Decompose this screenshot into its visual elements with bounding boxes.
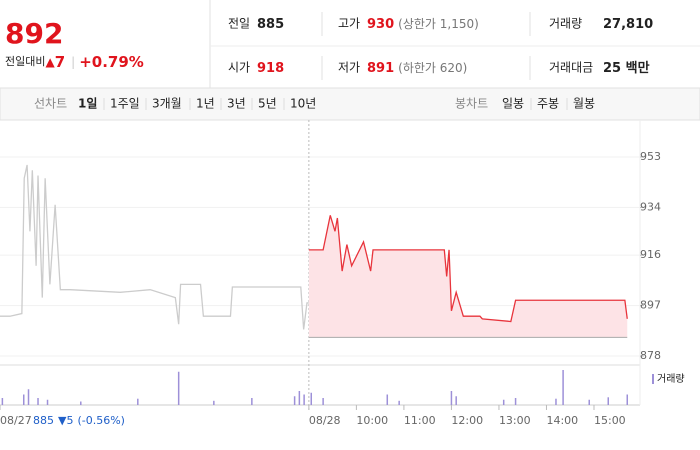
change-rate: +0.79% <box>79 53 144 71</box>
change: 7 <box>55 53 65 71</box>
x-tick-label: 13:00 <box>499 414 531 427</box>
stat-label: 저가 <box>338 61 360 75</box>
x-tick-label: 08/27 <box>0 414 32 427</box>
x-tick-label: 15:00 <box>594 414 626 427</box>
tab-group-label: 봉차트 <box>455 97 488 111</box>
line <box>308 215 628 323</box>
tab[interactable]: 3년 <box>227 97 246 111</box>
x-tick-label: 11:00 <box>404 414 436 427</box>
stat-value-text: 918 <box>257 61 284 76</box>
y-tick-label: 897 <box>640 299 661 312</box>
change-arrow: ▲ <box>45 55 55 69</box>
stat-label: 거래대금 <box>549 61 593 75</box>
stat-value-text: 891 <box>367 61 394 76</box>
price: 892 <box>5 17 63 50</box>
tab-group-label: 선차트 <box>34 97 67 111</box>
stat-value: 27,810 <box>603 17 653 32</box>
footer-rate: (-0.56%) <box>77 414 125 427</box>
stat-value: 25 백만 <box>603 60 650 76</box>
tab[interactable]: 1일 <box>78 97 97 111</box>
stat-label: 시가 <box>228 61 250 75</box>
y-tick-label: 916 <box>640 248 661 261</box>
stat-label: 고가 <box>338 17 360 31</box>
y-tick-label: 953 <box>640 150 661 163</box>
line <box>0 164 309 330</box>
stat-note: (하한가 620) <box>398 61 467 75</box>
x-tick-label: 08/28 <box>309 414 341 427</box>
change-label: 전일대비 <box>5 54 45 68</box>
tab[interactable]: 일봉 <box>502 97 524 111</box>
footer-price: 885 <box>33 414 54 427</box>
x-tick-label: 12:00 <box>451 414 483 427</box>
y-tick-label: 878 <box>640 349 661 362</box>
x-tick-label: 10:00 <box>356 414 388 427</box>
legend-swatch <box>652 374 654 384</box>
tab[interactable]: 5년 <box>258 97 277 111</box>
tab[interactable]: 주봉 <box>537 97 559 111</box>
stat-value-text: 930 <box>367 17 394 32</box>
stat-value: 930 (상한가 1,150) <box>367 17 479 32</box>
y-tick-label: 934 <box>640 200 661 213</box>
tab[interactable]: 10년 <box>290 97 316 111</box>
tab[interactable]: 월봉 <box>573 97 595 111</box>
tab[interactable]: 1주일 <box>110 97 140 111</box>
change-line: 전일대비▲7 | +0.79% <box>5 53 144 71</box>
tab-bar <box>0 87 700 121</box>
stat-note: (상한가 1,150) <box>398 17 479 31</box>
stat-value: 885 <box>257 17 284 32</box>
area <box>308 215 628 338</box>
stat-value-text: 27,810 <box>603 17 653 32</box>
stat-label: 전일 <box>228 17 250 31</box>
stat-label: 거래량 <box>549 17 582 31</box>
tab[interactable]: 1년 <box>196 97 215 111</box>
separator: | <box>71 55 75 69</box>
stat-value: 891 (하한가 620) <box>367 61 467 76</box>
footer-arrow: ▼ <box>58 414 67 427</box>
footer-change: 5 <box>66 414 73 427</box>
footer: 885 ▼5 (-0.56%) <box>33 414 125 427</box>
stat-value: 918 <box>257 61 284 76</box>
stat-value-text: 25 백만 <box>603 60 650 76</box>
legend-label: 거래량 <box>657 373 685 385</box>
x-tick-label: 14:00 <box>546 414 578 427</box>
tab[interactable]: 3개월 <box>152 97 182 111</box>
stat-value-text: 885 <box>257 17 284 32</box>
